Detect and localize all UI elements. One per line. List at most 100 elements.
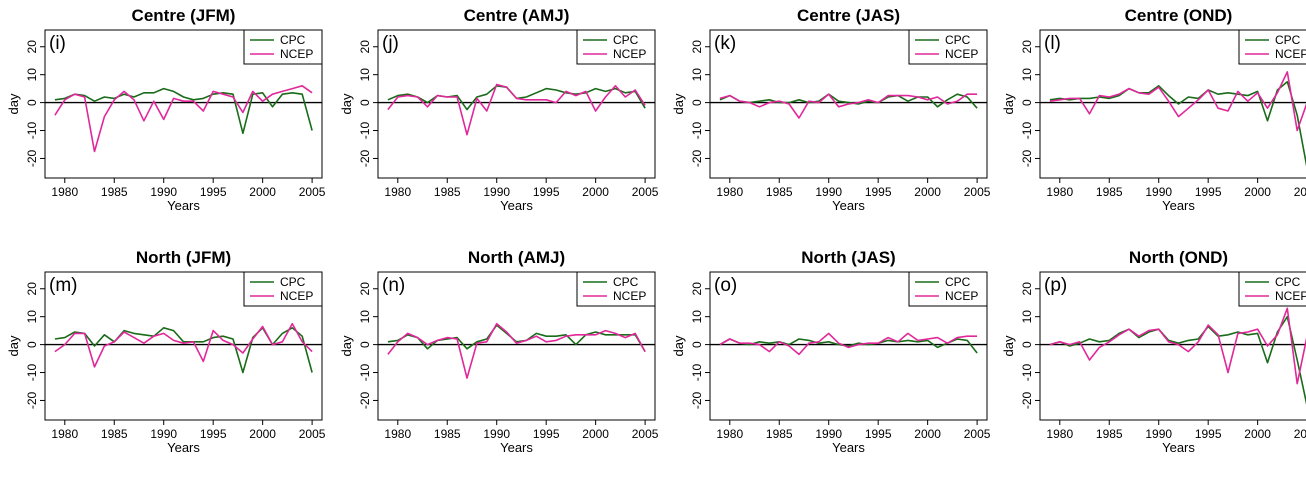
x-tick-label: 1990 <box>1145 185 1172 199</box>
y-tick-label: -10 <box>25 122 39 140</box>
x-tick-label: 2000 <box>249 427 276 441</box>
chart-panel-6: North (JAS) 1980 1985 1990 1995 2000 2005 Years… <box>671 248 991 455</box>
y-tick-label: 0 <box>1020 99 1034 106</box>
legend-label: NCEP <box>1275 289 1306 303</box>
chart-title: North (JFM) <box>136 248 231 267</box>
x-tick-label: 1985 <box>101 185 128 199</box>
x-tick-label: 1995 <box>1195 427 1222 441</box>
legend-label: NCEP <box>280 289 313 303</box>
x-tick-label: 2000 <box>1244 427 1271 441</box>
chart-panel-4: North (JFM) 1980 1985 1990 1995 2000 2005 Years… <box>6 248 326 455</box>
y-tick-label: 20 <box>1020 282 1034 296</box>
x-tick-label: 2005 <box>964 427 991 441</box>
y-tick-label: 20 <box>25 40 39 54</box>
x-tick-label: 1985 <box>1096 427 1123 441</box>
x-tick-label: 1980 <box>1046 427 1073 441</box>
series-line-cpc <box>54 87 313 135</box>
y-tick-label: 20 <box>25 282 39 296</box>
x-tick-label: 1995 <box>865 427 892 441</box>
panel-label: (k) <box>714 33 736 54</box>
legend-label: NCEP <box>280 47 313 61</box>
x-tick-label: 2005 <box>299 185 326 199</box>
y-tick-label: -10 <box>690 364 704 382</box>
legend-box <box>576 271 656 307</box>
x-tick-label: 2000 <box>1244 185 1271 199</box>
y-tick-label: -10 <box>358 122 372 140</box>
series-line-ncep <box>54 322 313 368</box>
series-line-cpc <box>1049 80 1306 167</box>
y-tick-label: -20 <box>690 149 704 167</box>
y-tick-label: 10 <box>358 310 372 324</box>
y-tick-label: -10 <box>1020 122 1034 140</box>
legend-label: CPC <box>1275 275 1301 289</box>
series-line-ncep <box>387 322 646 379</box>
legend-label: NCEP <box>1275 47 1306 61</box>
series-line-ncep <box>719 93 978 119</box>
panel-label: (n) <box>382 275 405 296</box>
y-tick-label: 0 <box>690 99 704 106</box>
x-tick-label: 1985 <box>766 427 793 441</box>
x-tick-label: 1985 <box>434 185 461 199</box>
panel-label: (i) <box>49 33 66 54</box>
chart-panel-3: Centre (OND) 1980 1985 1990 1995 2000 2005 Year… <box>1001 6 1306 213</box>
y-tick-label: -10 <box>25 364 39 382</box>
x-tick-label: 1990 <box>483 185 510 199</box>
legend-label: CPC <box>1275 33 1301 47</box>
x-axis-label: Years <box>832 440 865 455</box>
y-axis-label: day <box>671 93 686 114</box>
legend-box <box>908 29 988 65</box>
x-tick-label: 1985 <box>101 427 128 441</box>
x-tick-label: 1980 <box>716 185 743 199</box>
y-tick-label: 10 <box>358 68 372 82</box>
chart-title: North (JAS) <box>801 248 895 267</box>
y-tick-label: -10 <box>690 122 704 140</box>
legend-label: NCEP <box>945 289 978 303</box>
legend-box <box>1238 271 1306 307</box>
x-tick-label: 2000 <box>914 427 941 441</box>
x-tick-label: 1995 <box>865 185 892 199</box>
series-line-ncep <box>54 85 313 153</box>
x-tick-label: 2005 <box>964 185 991 199</box>
panel-label: (o) <box>714 275 737 296</box>
x-axis-label: Years <box>167 198 200 213</box>
y-tick-label: 0 <box>25 99 39 106</box>
chart-title: North (AMJ) <box>468 248 565 267</box>
chart-title: North (OND) <box>1129 248 1228 267</box>
x-tick-label: 1980 <box>1046 185 1073 199</box>
y-tick-label: -20 <box>358 149 372 167</box>
chart-title: Centre (OND) <box>1125 6 1233 25</box>
x-tick-label: 2000 <box>582 185 609 199</box>
x-axis-label: Years <box>1162 198 1195 213</box>
y-tick-label: 20 <box>690 40 704 54</box>
y-tick-label: -20 <box>690 391 704 409</box>
y-tick-label: 20 <box>358 282 372 296</box>
x-tick-label: 1990 <box>483 427 510 441</box>
x-tick-label: 1995 <box>533 185 560 199</box>
x-tick-label: 1995 <box>200 427 227 441</box>
x-tick-label: 1990 <box>1145 427 1172 441</box>
x-tick-label: 2000 <box>914 185 941 199</box>
y-tick-label: -20 <box>1020 149 1034 167</box>
y-tick-label: 10 <box>25 310 39 324</box>
x-tick-label: 2005 <box>1294 427 1306 441</box>
x-axis-label: Years <box>167 440 200 455</box>
x-tick-label: 2000 <box>582 427 609 441</box>
y-tick-label: -20 <box>1020 391 1034 409</box>
x-tick-label: 2005 <box>1294 185 1306 199</box>
y-axis-label: day <box>6 335 21 356</box>
x-tick-label: 1995 <box>533 427 560 441</box>
y-tick-label: 0 <box>358 341 372 348</box>
y-tick-label: 10 <box>1020 68 1034 82</box>
legend-label: CPC <box>280 33 306 47</box>
legend-box <box>243 29 323 65</box>
x-tick-label: 1980 <box>384 185 411 199</box>
series-line-cpc <box>1049 315 1306 405</box>
x-tick-label: 1980 <box>51 185 78 199</box>
chart-title: Centre (AMJ) <box>464 6 570 25</box>
